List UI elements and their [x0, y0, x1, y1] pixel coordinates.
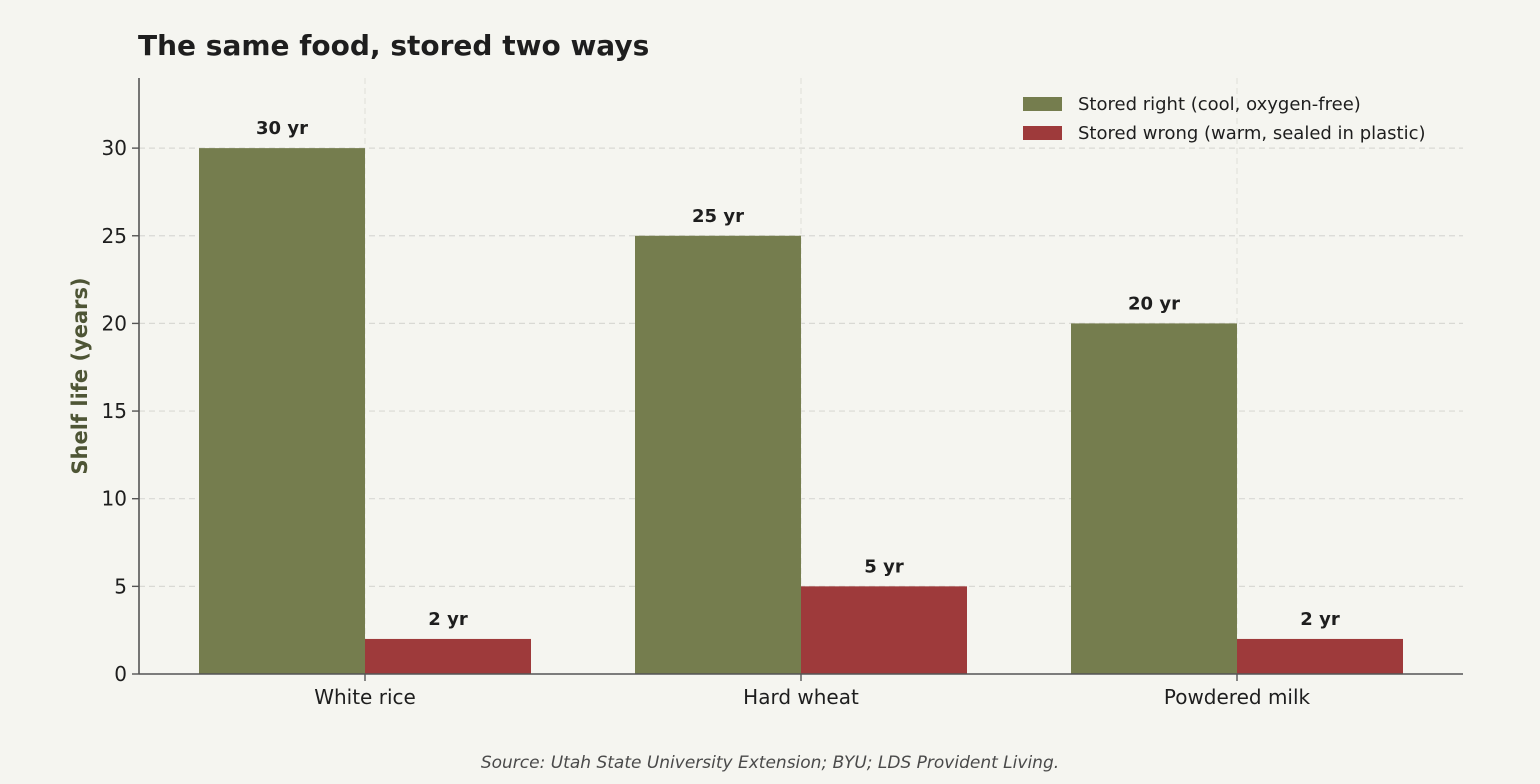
bar-value-label: 25 yr — [692, 206, 744, 227]
y-tick-label: 15 — [102, 399, 127, 423]
source-note: Source: Utah State University Extension;… — [481, 753, 1059, 773]
y-tick-label: 30 — [102, 136, 127, 160]
bar-value-label: 20 yr — [1128, 293, 1180, 314]
bar-stored-right — [199, 148, 365, 674]
bar-stored-wrong — [365, 638, 531, 674]
bar-stored-wrong — [1237, 638, 1403, 674]
x-tick-label: Hard wheat — [743, 685, 859, 709]
bar-stored-right — [635, 235, 801, 674]
bar-stored-right — [1071, 323, 1237, 674]
legend: Stored right (cool, oxygen-free) Stored w… — [1023, 94, 1426, 144]
legend-label: Stored wrong (warm, sealed in plastic) — [1078, 123, 1426, 144]
legend-swatch — [1023, 97, 1062, 111]
x-tick-label: White rice — [314, 685, 416, 709]
bar-value-label: 30 yr — [256, 118, 308, 139]
x-tick-label: Powdered milk — [1164, 685, 1311, 709]
y-tick-label: 10 — [102, 487, 127, 511]
y-tick-label: 25 — [102, 224, 127, 248]
bar-stored-wrong — [801, 586, 967, 674]
bars: 30 yr 25 yr 20 yr 2 yr 5 yr 2 yr — [199, 118, 1403, 674]
y-tick-label: 0 — [114, 662, 127, 686]
axes: 0 5 10 15 20 25 30 White rice Hard wheat Powdered… — [102, 78, 1463, 709]
y-tick-label: 5 — [114, 574, 127, 598]
bar-value-label: 2 yr — [1300, 609, 1340, 630]
legend-label: Stored right (cool, oxygen-free) — [1078, 94, 1361, 115]
bar-value-label: 5 yr — [864, 556, 904, 577]
chart-title: The same food, stored two ways — [138, 29, 649, 62]
legend-swatch — [1023, 126, 1062, 140]
y-axis-label: Shelf life (years) — [68, 277, 92, 474]
bar-value-label: 2 yr — [428, 609, 468, 630]
y-tick-label: 20 — [102, 311, 127, 335]
